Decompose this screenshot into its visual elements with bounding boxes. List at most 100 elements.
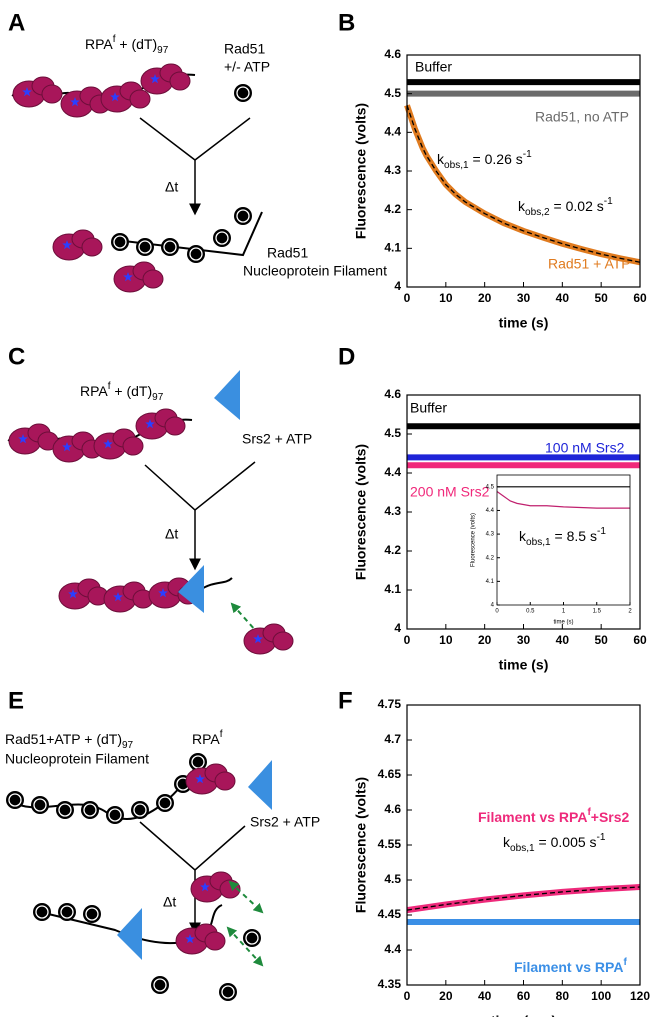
y-tick-label: 4.2 <box>486 555 495 561</box>
annotation-part: = 0.02 s <box>550 198 604 214</box>
rad51 <box>242 928 262 948</box>
rad51 <box>105 805 125 825</box>
y-tick-label: 4.1 <box>384 582 401 596</box>
rad51 <box>130 800 150 820</box>
y-axis-title: Fluorescence (volts) <box>353 444 369 580</box>
y-tick-label: 4.7 <box>384 732 401 746</box>
y-tick-label: 4.55 <box>378 837 402 851</box>
rpa <box>140 63 191 95</box>
diagram-a: A RPAf + (dT)97 Rad51 +/- ATP Δt Rad51 N… <box>8 9 387 293</box>
x-axis-title: time (s) <box>499 315 549 331</box>
reagent-label: +/- ATP <box>224 59 270 75</box>
series-line <box>496 491 630 509</box>
y-tick-label: 4.3 <box>384 163 401 177</box>
reagent-label: Srs2 + ATP <box>242 431 312 447</box>
rad51 <box>55 800 75 820</box>
x-tick-label: 10 <box>439 633 453 647</box>
annotation-part: k <box>518 198 526 214</box>
y-tick-label: 4.5 <box>384 872 401 886</box>
delay: Δt <box>163 894 176 910</box>
panel-letter: F <box>338 687 353 714</box>
x-tick-label: 60 <box>633 291 647 305</box>
exchange-arrow <box>228 880 264 914</box>
plot-area <box>497 475 630 605</box>
y-axis-title: Fluorescence (volts) <box>471 513 477 567</box>
y-tick-label: 4.1 <box>486 579 495 585</box>
series-label: Filament vs RPAf+Srs2 <box>478 807 630 825</box>
series-label: Buffer <box>415 59 452 75</box>
rpa <box>103 581 154 613</box>
x-tick-label: 10 <box>439 291 453 305</box>
rad51 <box>150 975 170 995</box>
rad51 <box>218 982 238 1002</box>
y-tick-label: 4.45 <box>378 907 402 921</box>
y-tick-label: 4.4 <box>384 942 401 956</box>
rpa <box>93 428 144 460</box>
rpa <box>8 423 59 455</box>
rpa <box>58 578 109 610</box>
x-tick-label: 0 <box>404 989 411 1003</box>
y-tick-label: 4.65 <box>378 767 402 781</box>
annotation-part: k <box>503 834 511 850</box>
substrate-label: Nucleoprotein Filament <box>5 751 149 767</box>
product-label: Nucleoprotein Filament <box>243 263 387 279</box>
x-tick-label: 20 <box>478 633 492 647</box>
annotation-part: k <box>519 528 527 544</box>
rad51 <box>57 902 77 922</box>
rad51 <box>212 228 232 248</box>
x-tick-label: 0 <box>404 291 411 305</box>
reagent-label: Rad51 <box>224 41 265 57</box>
annotation-part: -1 <box>597 526 606 537</box>
y-tick-label: 4.6 <box>384 802 401 816</box>
panel-letter: C <box>8 343 25 370</box>
annotation: kobs,1 = 0.005 s-1 <box>503 832 606 854</box>
x-tick-label: 30 <box>517 633 531 647</box>
y-tick-label: 4.6 <box>384 47 401 61</box>
rad51 <box>80 800 100 820</box>
annotation-part: obs,1 <box>526 537 551 548</box>
annotation-part: obs,1 <box>510 843 535 854</box>
series-label-part: f <box>623 957 627 968</box>
x-tick-label: 60 <box>517 989 531 1003</box>
series-label: Rad51 + ATP <box>548 256 631 272</box>
x-tick-label: 40 <box>478 989 492 1003</box>
arrow <box>144 461 256 568</box>
series-label: 200 nM Srs2 <box>410 484 490 500</box>
series-label: Rad51, no ATP <box>535 109 629 125</box>
series-label-part: +Srs2 <box>591 809 630 825</box>
substrate-label: Rad51+ATP + (dT)97 <box>5 731 134 751</box>
fit-line <box>406 886 641 911</box>
y-tick-label: 4 <box>491 603 495 609</box>
rpa <box>243 623 294 655</box>
x-axis-title: time (s) <box>554 620 574 626</box>
x-tick-label: 50 <box>594 291 608 305</box>
rad51 <box>155 793 175 813</box>
rpa <box>175 923 226 955</box>
annotation-part: obs,1 <box>444 160 469 171</box>
series-label: Filament vs RPAf <box>514 957 627 975</box>
rad51 <box>5 790 25 810</box>
panel-letter: B <box>338 9 355 36</box>
x-tick-label: 40 <box>556 633 570 647</box>
rad51 <box>110 232 130 252</box>
y-tick-label: 4.1 <box>384 241 401 255</box>
annotation: kobs,1 = 8.5 s-1 <box>519 526 606 548</box>
x-tick-label: 30 <box>517 291 531 305</box>
rad51 <box>30 795 50 815</box>
annotation: kobs,2 = 0.02 s-1 <box>518 196 613 218</box>
rad51 <box>186 244 206 264</box>
y-tick-label: 4.5 <box>486 484 495 490</box>
x-tick-label: 20 <box>439 989 453 1003</box>
x-tick-label: 0 <box>495 609 499 615</box>
x-tick-label: 2 <box>628 609 632 615</box>
panel-letter: A <box>8 9 25 36</box>
delay: Δt <box>165 526 178 542</box>
y-axis-title: Fluorescence (volts) <box>353 103 369 239</box>
x-tick-label: 50 <box>594 633 608 647</box>
y-axis-title: Fluorescence (volts) <box>353 777 369 913</box>
annotation-part: -1 <box>523 149 532 160</box>
x-tick-label: 0.5 <box>526 609 535 615</box>
srs2 <box>248 760 272 810</box>
product-label: Rad51 <box>267 245 308 261</box>
